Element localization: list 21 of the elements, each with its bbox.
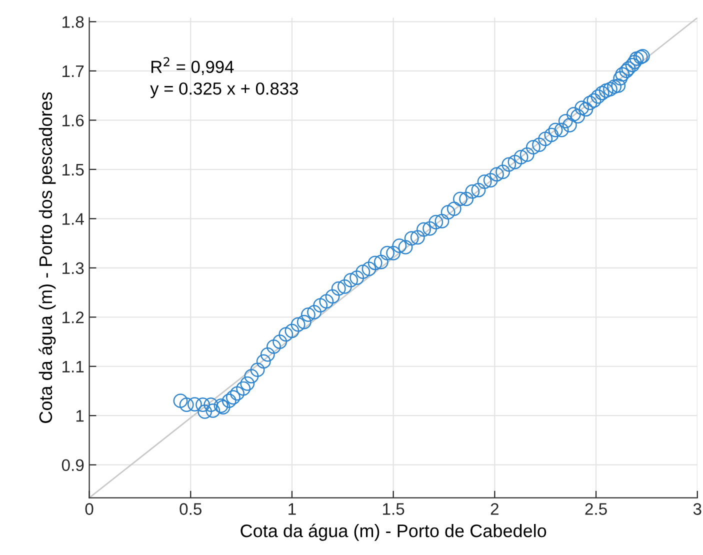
annotation: R$^{2}$ = 0,994 <box>152 57 234 76</box>
x-tick-label: 1 <box>288 503 296 515</box>
y-tick-label: 1.1 <box>62 360 84 372</box>
y-tick-label: 1.7 <box>62 66 84 77</box>
x-tick-label: 2.5 <box>585 503 607 515</box>
y-tick-label: 1.3 <box>62 262 84 274</box>
y-tick-label: 1.5 <box>62 164 84 176</box>
y-tick-label: 0.9 <box>62 459 84 472</box>
x-tick-label: 1.5 <box>383 503 404 515</box>
x-tick-label: 0.5 <box>180 503 202 515</box>
y-tick-label: 1.6 <box>62 114 84 126</box>
annotation: y = 0.325 x + 0.833 <box>150 82 298 98</box>
y-tick-label: 1.2 <box>62 312 84 324</box>
y-tick-label: 1.8 <box>62 16 84 28</box>
y-tick-label: 1 <box>76 410 84 422</box>
x-tick-label: 0 <box>85 503 94 515</box>
x-tick-label: 2 <box>490 503 498 515</box>
y-tick-label: 1.4 <box>62 213 84 225</box>
y-axis-title: Cota da água (m) - Porto dos pescadores <box>38 92 56 423</box>
x-tick-label: 3 <box>693 503 702 515</box>
x-axis-title: Cota da água (m) - Porto de Cabedelo <box>240 524 546 541</box>
